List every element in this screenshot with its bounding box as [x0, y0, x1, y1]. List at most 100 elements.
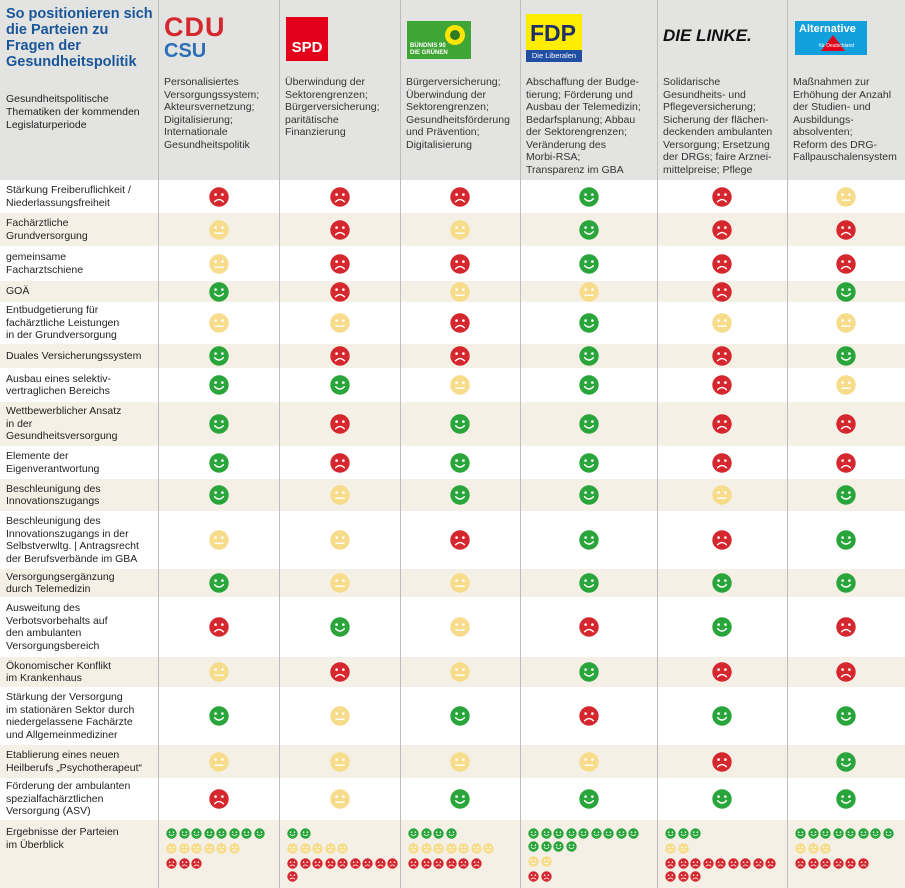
- red-summary-icon: [470, 856, 482, 869]
- green-summary-icon: [565, 839, 577, 852]
- green-summary-icon: [553, 826, 564, 839]
- red-rating-icon: [450, 253, 470, 274]
- red-summary-icon: [690, 856, 701, 869]
- green-rating-icon: [208, 346, 229, 366]
- green-rating-icon: [450, 452, 470, 473]
- gruene-logo-text-2: DIE GRÜNEN: [410, 50, 448, 56]
- yellow-summary-icon: [299, 841, 311, 854]
- fdp-logo-text: FDP: [530, 20, 576, 46]
- row-label: Entbudgetierung für fachärztliche Leistu…: [6, 304, 120, 342]
- yellow-rating-icon: [329, 313, 350, 333]
- fdp-logo-subtitle: Die Liberalen: [526, 50, 582, 62]
- red-summary-icon: [374, 856, 386, 869]
- yellow-summary-icon: [216, 841, 227, 854]
- red-summary-icon: [795, 856, 806, 869]
- green-rating-icon: [836, 706, 856, 726]
- yellow-summary-icon: [337, 841, 348, 854]
- red-rating-icon: [329, 414, 350, 434]
- row-label: Beschleunigung des Innovationszugangs: [6, 482, 101, 508]
- column-divider: [279, 0, 280, 888]
- green-summary-icon: [870, 826, 881, 839]
- red-summary-icon: [845, 856, 856, 869]
- green-summary-icon: [408, 826, 419, 839]
- yellow-rating-icon: [329, 751, 350, 772]
- party-topics: Personalisiertes Versorgungssystem; Akte…: [164, 76, 260, 151]
- yellow-summary-icon: [166, 841, 177, 854]
- red-summary-icon: [420, 856, 432, 869]
- green-summary-icon: [253, 826, 265, 839]
- green-rating-icon: [208, 375, 229, 395]
- green-summary-icon: [241, 826, 252, 839]
- red-summary-icon: [702, 856, 714, 869]
- green-summary-icon: [845, 826, 856, 839]
- cdu-csu-logo: CDU CSU: [164, 14, 244, 64]
- green-summary-icon: [540, 839, 552, 852]
- yellow-summary-icon: [820, 841, 831, 854]
- yellow-rating-icon: [208, 219, 229, 240]
- green-summary-icon: [420, 826, 432, 839]
- red-rating-icon: [712, 751, 732, 772]
- yellow-summary-icon: [203, 841, 215, 854]
- green-summary-icon: [832, 826, 844, 839]
- red-summary-icon: [433, 856, 444, 869]
- yellow-summary-icon: [445, 841, 457, 854]
- green-rating-icon: [578, 530, 599, 550]
- row-label: Wettbewerblicher Ansatz in der Gesundhei…: [6, 405, 122, 443]
- yellow-summary-icon: [433, 841, 444, 854]
- yellow-summary-icon: [408, 841, 419, 854]
- spd-logo-text: SPD: [291, 39, 323, 56]
- green-rating-icon: [208, 573, 229, 593]
- green-rating-icon: [208, 706, 229, 726]
- yellow-rating-icon: [450, 617, 470, 637]
- csu-logo-text: CSU: [164, 40, 207, 62]
- afd-logo: Alternative für Deutschland: [795, 21, 867, 55]
- red-rating-icon: [836, 414, 856, 434]
- yellow-rating-icon: [578, 281, 599, 302]
- green-summary-icon: [166, 826, 177, 839]
- green-rating-icon: [712, 617, 732, 637]
- yellow-summary-icon: [287, 841, 298, 854]
- fdp-logo: FDP Die Liberalen: [526, 14, 582, 62]
- green-rating-icon: [578, 253, 599, 274]
- green-summary-icon: [553, 839, 564, 852]
- red-rating-icon: [329, 219, 350, 240]
- red-rating-icon: [329, 452, 350, 473]
- red-rating-icon: [208, 186, 229, 207]
- column-divider: [657, 0, 658, 888]
- afd-logo-subtext: für Deutschland: [819, 43, 855, 49]
- red-summary-icon: [752, 856, 764, 869]
- red-summary-icon: [387, 856, 398, 869]
- page-title: So positionieren sich die Parteien zu Fr…: [6, 6, 153, 70]
- green-rating-icon: [578, 186, 599, 207]
- yellow-rating-icon: [329, 706, 350, 726]
- row-label: Ausbau eines selektiv- vertraglichen Ber…: [6, 372, 112, 398]
- gruene-logo-text-1: BÜNDNIS 90: [410, 43, 446, 49]
- yellow-rating-icon: [208, 662, 229, 682]
- red-summary-icon: [727, 856, 739, 869]
- red-summary-icon: [857, 856, 869, 869]
- green-rating-icon: [450, 414, 470, 434]
- red-rating-icon: [329, 186, 350, 207]
- red-summary-icon: [715, 856, 726, 869]
- column-divider: [400, 0, 401, 888]
- red-summary-icon: [312, 856, 323, 869]
- red-summary-icon: [832, 856, 844, 869]
- green-summary-icon: [216, 826, 227, 839]
- green-rating-icon: [712, 706, 732, 726]
- yellow-summary-icon: [470, 841, 482, 854]
- yellow-summary-icon: [677, 841, 689, 854]
- red-summary-icon: [445, 856, 457, 869]
- red-summary-icon: [408, 856, 419, 869]
- row-label: Ausweitung des Verbotsvorbehalts auf den…: [6, 602, 108, 652]
- yellow-summary-icon: [483, 841, 494, 854]
- red-summary-icon: [324, 856, 336, 869]
- yellow-rating-icon: [329, 573, 350, 593]
- yellow-rating-icon: [712, 313, 732, 333]
- row-label: gemeinsame Facharztschiene: [6, 251, 84, 276]
- red-rating-icon: [578, 617, 599, 637]
- red-rating-icon: [578, 706, 599, 726]
- yellow-summary-icon: [228, 841, 240, 854]
- red-rating-icon: [450, 346, 470, 366]
- row-label: Duales Versicherungssystem: [6, 349, 142, 362]
- green-rating-icon: [836, 573, 856, 593]
